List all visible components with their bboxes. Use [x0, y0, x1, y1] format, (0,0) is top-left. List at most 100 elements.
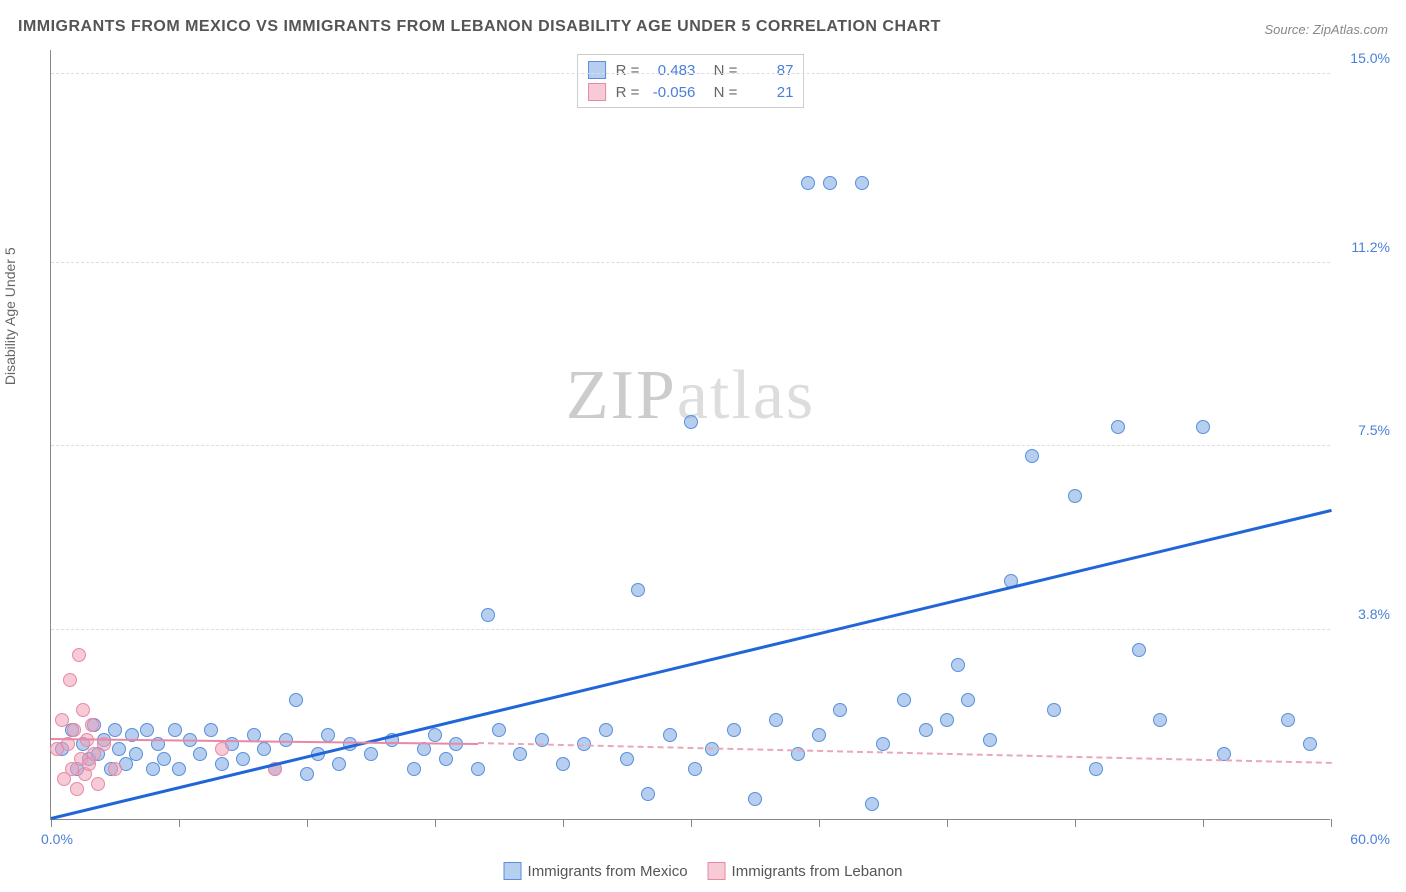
swatch-mexico-icon [588, 61, 606, 79]
x-tick [307, 819, 308, 827]
data-point-mexico [865, 797, 879, 811]
data-point-lebanon [72, 648, 86, 662]
data-point-mexico [1196, 420, 1210, 434]
data-point-mexico [1303, 737, 1317, 751]
data-point-mexico [769, 713, 783, 727]
data-point-mexico [168, 723, 182, 737]
data-point-mexico [599, 723, 613, 737]
data-point-mexico [1111, 420, 1125, 434]
data-point-mexico [157, 752, 171, 766]
x-tick [179, 819, 180, 827]
gridline [51, 73, 1330, 74]
data-point-mexico [471, 762, 485, 776]
y-tick-label: 3.8% [1358, 606, 1390, 622]
data-point-mexico [364, 747, 378, 761]
data-point-lebanon [76, 703, 90, 717]
data-point-mexico [556, 757, 570, 771]
legend-label-mexico: Immigrants from Mexico [528, 863, 688, 880]
data-point-mexico [140, 723, 154, 737]
data-point-lebanon [91, 777, 105, 791]
data-point-mexico [279, 733, 293, 747]
data-point-mexico [492, 723, 506, 737]
data-point-mexico [513, 747, 527, 761]
data-point-mexico [129, 747, 143, 761]
r-value-mexico: 0.483 [645, 62, 695, 79]
source-attribution: Source: ZipAtlas.com [1264, 22, 1388, 37]
data-point-mexico [631, 583, 645, 597]
data-point-mexico [417, 742, 431, 756]
data-point-mexico [481, 608, 495, 622]
n-label: N = [705, 84, 737, 101]
series-legend: Immigrants from Mexico Immigrants from L… [504, 862, 903, 880]
data-point-mexico [748, 792, 762, 806]
gridline [51, 629, 1330, 630]
legend-row-mexico: R = 0.483 N = 87 [588, 59, 794, 81]
y-tick-label: 7.5% [1358, 422, 1390, 438]
x-tick [51, 819, 52, 827]
data-point-lebanon [55, 713, 69, 727]
swatch-mexico-icon [504, 862, 522, 880]
x-tick [691, 819, 692, 827]
data-point-lebanon [70, 782, 84, 796]
data-point-mexico [257, 742, 271, 756]
data-point-mexico [855, 176, 869, 190]
data-point-mexico [193, 747, 207, 761]
data-point-mexico [876, 737, 890, 751]
data-point-mexico [620, 752, 634, 766]
r-value-lebanon: -0.056 [645, 84, 695, 101]
data-point-mexico [663, 728, 677, 742]
data-point-lebanon [63, 673, 77, 687]
data-point-mexico [1089, 762, 1103, 776]
data-point-mexico [428, 728, 442, 742]
n-value-lebanon: 21 [743, 84, 793, 101]
data-point-mexico [108, 723, 122, 737]
data-point-mexico [961, 693, 975, 707]
x-tick [563, 819, 564, 827]
plot-area: ZIPatlas R = 0.483 N = 87 R = -0.056 N =… [50, 50, 1330, 820]
data-point-mexico [407, 762, 421, 776]
data-point-mexico [204, 723, 218, 737]
data-point-mexico [983, 733, 997, 747]
n-label: N = [705, 62, 737, 79]
data-point-mexico [321, 728, 335, 742]
data-point-mexico [833, 703, 847, 717]
data-point-mexico [801, 176, 815, 190]
data-point-mexico [688, 762, 702, 776]
swatch-lebanon-icon [588, 83, 606, 101]
data-point-mexico [172, 762, 186, 776]
x-tick [1331, 819, 1332, 827]
x-tick [435, 819, 436, 827]
r-label: R = [616, 84, 640, 101]
data-point-mexico [812, 728, 826, 742]
data-point-lebanon [108, 762, 122, 776]
data-point-mexico [1153, 713, 1167, 727]
data-point-mexico [897, 693, 911, 707]
x-tick [1075, 819, 1076, 827]
data-point-mexico [684, 415, 698, 429]
data-point-mexico [823, 176, 837, 190]
legend-label-lebanon: Immigrants from Lebanon [732, 863, 903, 880]
data-point-mexico [1068, 489, 1082, 503]
data-point-mexico [236, 752, 250, 766]
x-tick [947, 819, 948, 827]
data-point-mexico [1281, 713, 1295, 727]
data-point-mexico [727, 723, 741, 737]
legend-item-lebanon: Immigrants from Lebanon [708, 862, 903, 880]
watermark-zip: ZIP [566, 357, 677, 434]
data-point-mexico [951, 658, 965, 672]
swatch-lebanon-icon [708, 862, 726, 880]
x-tick [1203, 819, 1204, 827]
y-axis-label: Disability Age Under 5 [2, 247, 18, 385]
r-label: R = [616, 62, 640, 79]
correlation-legend: R = 0.483 N = 87 R = -0.056 N = 21 [577, 54, 805, 108]
chart-title: IMMIGRANTS FROM MEXICO VS IMMIGRANTS FRO… [18, 18, 941, 36]
data-point-mexico [940, 713, 954, 727]
gridline [51, 445, 1330, 446]
data-point-mexico [641, 787, 655, 801]
data-point-mexico [1025, 449, 1039, 463]
gridline [51, 262, 1330, 263]
data-point-mexico [919, 723, 933, 737]
n-value-mexico: 87 [743, 62, 793, 79]
y-tick-label: 15.0% [1350, 50, 1390, 66]
regression-line-lebanon [478, 742, 1331, 764]
